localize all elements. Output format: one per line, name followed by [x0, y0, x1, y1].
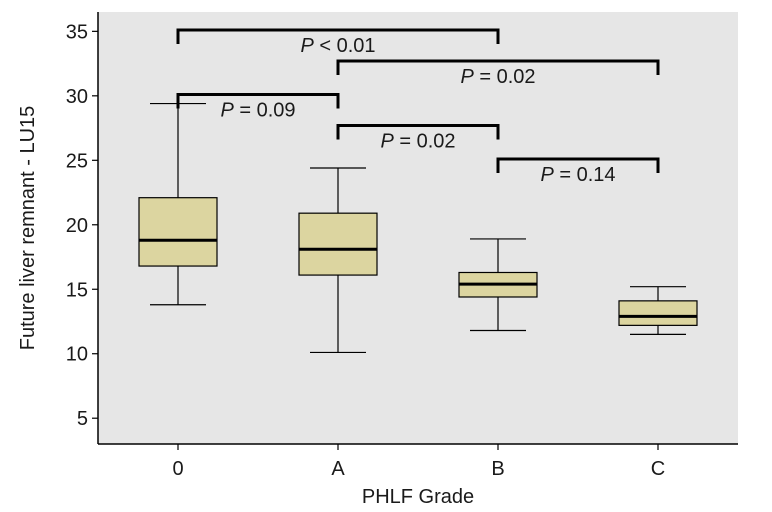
y-axis-title: Future liver remnant - LU15	[17, 106, 39, 351]
significance-bracket: P = 0.09	[176, 93, 340, 122]
bracket-line	[176, 28, 500, 45]
box-B	[458, 238, 538, 332]
box-series	[138, 102, 698, 354]
x-tick-label: C	[651, 458, 665, 480]
y-tick-label: 35	[66, 21, 88, 43]
p-value-label: P = 0.14	[540, 164, 615, 186]
p-value-label: P = 0.09	[220, 100, 295, 122]
iqr-box	[298, 212, 378, 276]
y-tick-label: 25	[66, 150, 88, 172]
significance-bracket: P < 0.01	[176, 28, 500, 57]
y-tick-label: 5	[77, 408, 88, 430]
axes: 5 10 15 20 25 30 35 0 A B C	[66, 12, 738, 480]
significance-annotations: P < 0.01 P = 0.02 P = 0.09 P = 0.02 P = 0.14	[176, 28, 660, 186]
box-C	[618, 286, 698, 335]
p-value-label: P = 0.02	[380, 130, 455, 152]
x-tick-label: A	[331, 458, 345, 480]
box-0	[138, 102, 218, 306]
significance-bracket: P = 0.02	[336, 123, 500, 152]
x-tick-label: B	[491, 458, 504, 480]
box-A	[298, 167, 378, 354]
x-tick-label: 0	[172, 458, 183, 480]
bracket-line	[336, 123, 500, 140]
iqr-box	[618, 300, 698, 326]
y-tick-label: 10	[66, 344, 88, 366]
y-tick-label: 30	[66, 86, 88, 108]
significance-bracket: P = 0.02	[336, 59, 660, 88]
significance-bracket: P = 0.14	[496, 157, 660, 186]
y-tick-label: 15	[66, 279, 88, 301]
iqr-box	[138, 197, 218, 267]
p-value-label: P < 0.01	[300, 35, 375, 57]
bracket-line	[176, 93, 340, 109]
bracket-line	[336, 59, 660, 76]
x-axis-title: PHLF Grade	[362, 486, 474, 508]
p-value-label: P = 0.02	[460, 66, 535, 88]
y-tick-label: 20	[66, 215, 88, 237]
bracket-line	[496, 157, 660, 174]
